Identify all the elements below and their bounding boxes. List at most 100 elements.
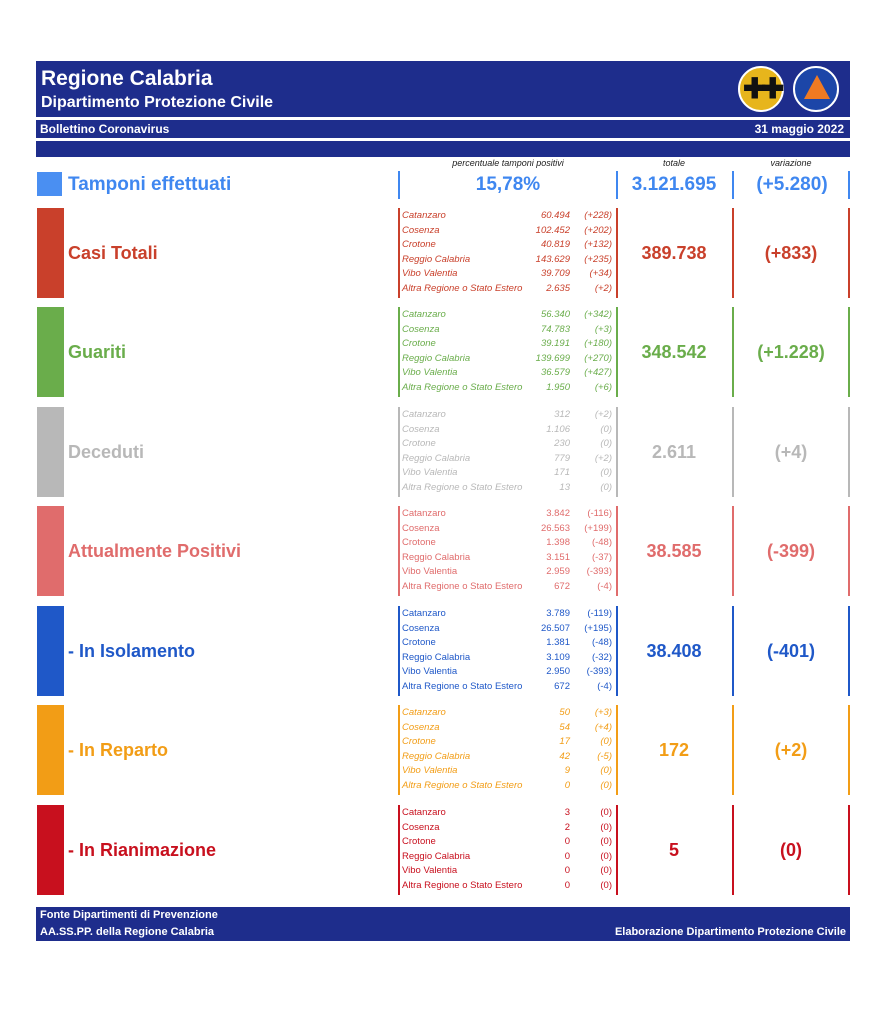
section-guariti: Guariti Catanzaro 56.340 (+342) Cosenza 74.78… bbox=[0, 307, 877, 397]
section-divider bbox=[732, 805, 734, 895]
section-deceduti: Deceduti Catanzaro 312 (+2) Cosenza 1.106 (0) C… bbox=[0, 407, 877, 497]
section-label: - In Isolamento bbox=[68, 641, 196, 661]
province-name: Vibo Valentia bbox=[402, 666, 458, 678]
section-label: - In Reparto bbox=[68, 740, 169, 760]
section-color-bar bbox=[37, 805, 64, 895]
province-delta: (-393) bbox=[586, 666, 612, 678]
tamponi-total: 3.121.695 bbox=[631, 174, 717, 195]
province-name: Catanzaro bbox=[402, 508, 446, 519]
province-row: Vibo Valentia 2.950 (-393) bbox=[398, 666, 616, 681]
section-total: 348.542 bbox=[641, 342, 707, 362]
province-value: 39.709 bbox=[540, 268, 570, 280]
province-breakdown: Catanzaro 50 (+3) Cosenza 54 (+4) Crotone 17 (0)… bbox=[398, 707, 616, 795]
province-row: Reggio Calabria 3.151 (-37) bbox=[398, 552, 616, 567]
tamponi-divider bbox=[616, 171, 618, 199]
province-name: Reggio Calabria bbox=[402, 551, 471, 563]
section-variation: (+833) bbox=[764, 243, 818, 263]
percent-column-header: percentuale tamponi positivi bbox=[452, 158, 564, 168]
province-name: Cosenza bbox=[402, 721, 440, 733]
section-divider bbox=[616, 705, 618, 795]
province-value: 42 bbox=[559, 750, 570, 762]
province-name: Catanzaro bbox=[402, 707, 446, 718]
province-row: Cosenza 2 (0) bbox=[398, 822, 616, 837]
province-delta: (+228) bbox=[584, 210, 612, 221]
section-divider bbox=[732, 208, 734, 298]
tamponi-divider bbox=[398, 171, 400, 199]
bulletin-date: 31 maggio 2022 bbox=[754, 122, 844, 136]
province-delta: (+2) bbox=[594, 409, 612, 420]
section-color-bar bbox=[37, 407, 64, 497]
tamponi-label: Tamponi effettuati bbox=[68, 174, 232, 195]
province-value: 0 bbox=[564, 850, 570, 862]
province-value: 50 bbox=[559, 707, 570, 718]
department-subtitle: Dipartimento Protezione Civile bbox=[41, 94, 274, 111]
province-row: Altra Regione o Stato Estero 13 (0) bbox=[398, 482, 616, 497]
section-variation: (0) bbox=[780, 840, 802, 860]
section-divider bbox=[398, 208, 400, 298]
province-delta: (+199) bbox=[584, 522, 612, 534]
section-total: 389.738 bbox=[641, 243, 707, 263]
variation-column-header: variazione bbox=[770, 158, 812, 168]
province-name: Cosenza bbox=[402, 224, 440, 236]
province-breakdown: Catanzaro 3.789 (-119) Cosenza 26.507 (+195) C… bbox=[398, 608, 616, 696]
province-name: Cosenza bbox=[402, 522, 440, 534]
province-value: 3.151 bbox=[546, 551, 570, 563]
province-delta: (+195) bbox=[584, 622, 612, 634]
province-name: Catanzaro bbox=[402, 210, 446, 221]
province-name: Cosenza bbox=[402, 323, 440, 335]
province-value: 1.106 bbox=[546, 423, 570, 435]
province-value: 0 bbox=[564, 865, 570, 877]
province-row: Cosenza 26.563 (+199) bbox=[398, 523, 616, 538]
province-value: 2.635 bbox=[546, 282, 570, 294]
province-row: Altra Regione o Stato Estero 672 (-4) bbox=[398, 681, 616, 696]
section-label: Guariti bbox=[68, 342, 127, 362]
province-value: 1.398 bbox=[546, 537, 570, 549]
province-value: 2.959 bbox=[546, 566, 570, 578]
province-delta: (+4) bbox=[594, 721, 612, 733]
province-value: 60.494 bbox=[540, 210, 570, 221]
header-divider-bar bbox=[36, 141, 850, 157]
province-value: 171 bbox=[554, 467, 570, 479]
province-delta: (0) bbox=[600, 467, 612, 479]
section-divider bbox=[732, 407, 734, 497]
province-name: Cosenza bbox=[402, 821, 440, 833]
tamponi-divider bbox=[848, 171, 850, 199]
province-name: Cosenza bbox=[402, 622, 440, 634]
province-value: 26.563 bbox=[540, 522, 570, 534]
province-row: Reggio Calabria 3.109 (-32) bbox=[398, 652, 616, 667]
province-row: Altra Regione o Stato Estero 2.635 (+2) bbox=[398, 283, 616, 298]
section-divider bbox=[732, 705, 734, 795]
province-value: 3.109 bbox=[546, 651, 570, 663]
section-in-reparto: - In Reparto Catanzaro 50 (+3) Cosenza 54 (+4)… bbox=[0, 705, 877, 795]
province-row: Altra Regione o Stato Estero 0 (0) bbox=[398, 880, 616, 895]
province-delta: (0) bbox=[600, 807, 612, 818]
province-breakdown: Catanzaro 56.340 (+342) Cosenza 74.783 (+3) Cr… bbox=[398, 309, 616, 397]
province-row: Catanzaro 50 (+3) bbox=[398, 707, 616, 722]
section-variation: (+4) bbox=[774, 442, 808, 462]
section-divider bbox=[848, 307, 850, 397]
province-delta: (0) bbox=[600, 836, 612, 848]
province-name: Catanzaro bbox=[402, 807, 446, 818]
section-color-bar bbox=[37, 606, 64, 696]
province-row: Vibo Valentia 2.959 (-393) bbox=[398, 566, 616, 581]
province-delta: (-32) bbox=[591, 651, 612, 663]
province-row: Vibo Valentia 36.579 (+427) bbox=[398, 367, 616, 382]
section-divider bbox=[732, 307, 734, 397]
province-value: 17 bbox=[559, 736, 570, 748]
section-divider bbox=[848, 407, 850, 497]
province-delta: (-119) bbox=[587, 608, 612, 619]
province-name: Reggio Calabria bbox=[402, 253, 471, 265]
province-delta: (-48) bbox=[591, 537, 612, 549]
section-divider bbox=[616, 606, 618, 696]
province-value: 13 bbox=[559, 481, 570, 493]
province-row: Crotone 39.191 (+180) bbox=[398, 338, 616, 353]
province-name: Reggio Calabria bbox=[402, 452, 471, 464]
province-value: 672 bbox=[554, 580, 570, 592]
province-value: 672 bbox=[554, 680, 570, 692]
province-value: 26.507 bbox=[540, 622, 570, 634]
province-delta: (-393) bbox=[586, 566, 612, 578]
section-divider bbox=[616, 208, 618, 298]
region-title: Regione Calabria bbox=[41, 67, 213, 90]
province-delta: (0) bbox=[600, 438, 612, 450]
total-column-header: totale bbox=[662, 158, 686, 168]
